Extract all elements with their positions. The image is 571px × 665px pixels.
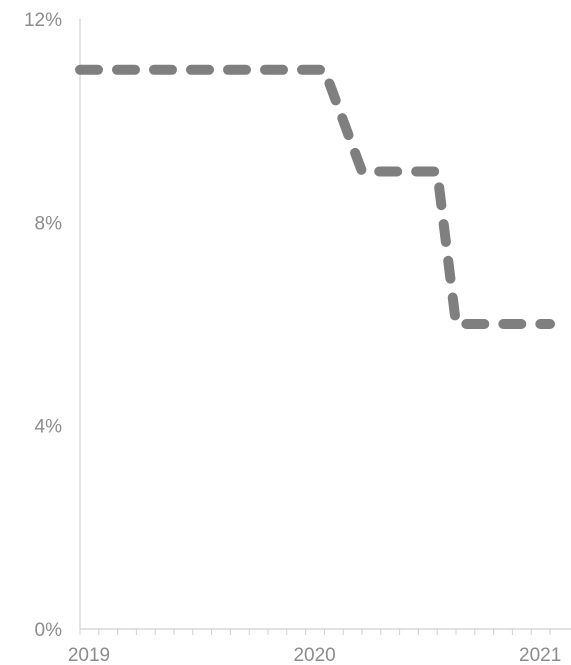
y-axis-tick-label: 0%	[35, 620, 63, 641]
x-axis-tick-label: 2021	[519, 645, 561, 665]
x-axis-tick-labels: 2019 2020 2021	[68, 645, 561, 665]
y-axis-tick-label: 12%	[24, 10, 62, 31]
y-axis-tick-label: 8%	[35, 213, 63, 234]
series-line	[75, 64, 555, 329]
x-axis-tick-label: 2019	[68, 645, 110, 665]
y-axis-tick-labels: 0% 4% 8% 12%	[24, 10, 62, 641]
x-axis-tick-label: 2020	[293, 645, 335, 665]
y-axis-tick-label: 4%	[35, 417, 63, 438]
series-group	[75, 64, 555, 329]
x-axis-minor-ticks	[79, 629, 551, 635]
